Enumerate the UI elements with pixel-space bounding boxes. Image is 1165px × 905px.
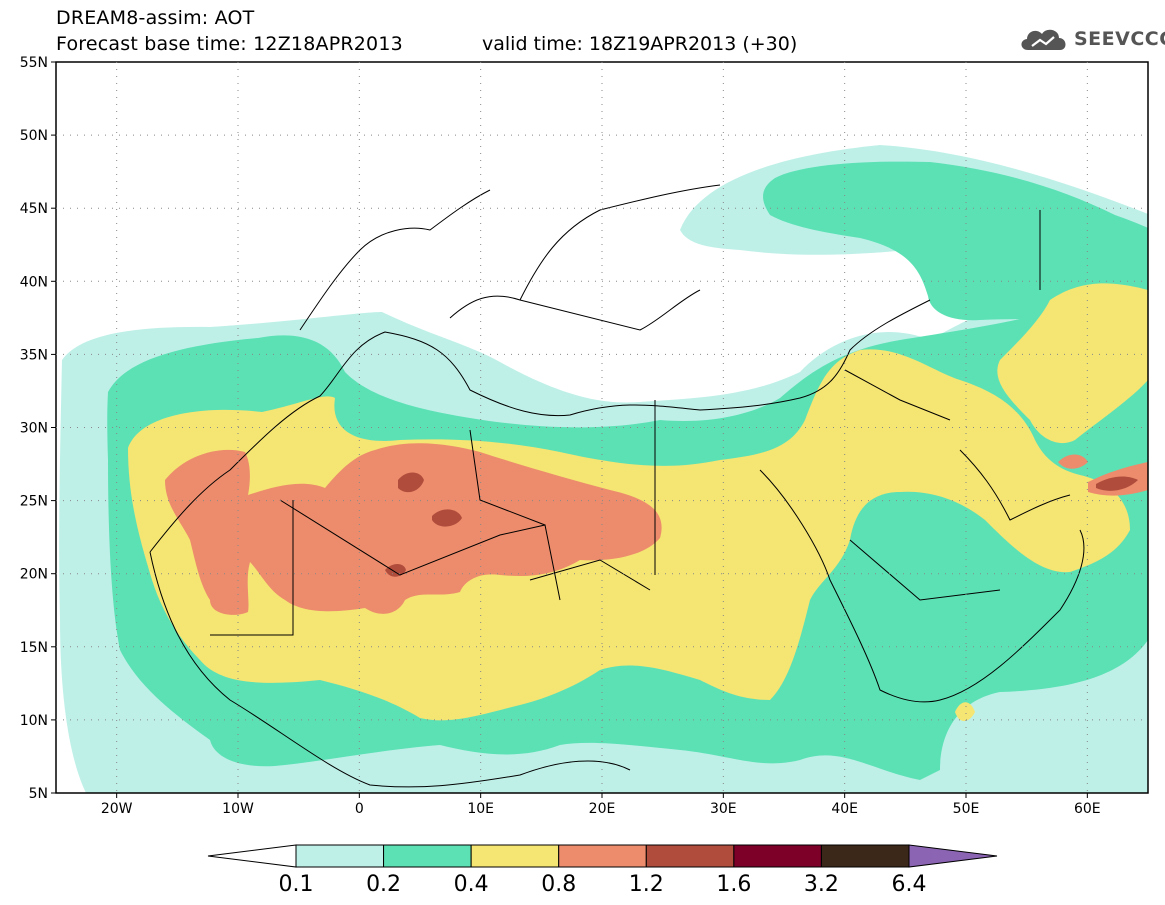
lat-label: 35N — [20, 347, 48, 363]
aot-level-1.2 — [385, 472, 1138, 577]
lon-label: 30E — [710, 801, 737, 817]
lon-label: 10E — [467, 801, 494, 817]
lat-label: 40N — [20, 274, 48, 290]
lon-label: 60E — [1074, 801, 1101, 817]
latitude-labels: 55N 50N 45N 40N 35N 30N 25N 20N 15N 10N 5N — [20, 55, 48, 802]
colorbar-label: 1.2 — [629, 872, 664, 897]
colorbar-swatch — [383, 844, 472, 868]
lon-label: 40E — [831, 801, 858, 817]
lon-label: 20E — [589, 801, 616, 817]
coastlines-borders — [149, 184, 1085, 788]
forecast-base-time: Forecast base time: 12Z18APR2013 — [56, 33, 403, 55]
lat-label: 15N — [20, 640, 48, 656]
colorbar-swatch — [295, 844, 385, 868]
gridlines — [51, 61, 1148, 798]
lat-label: 30N — [20, 421, 48, 437]
colorbar-under-arrow — [207, 844, 297, 868]
colorbar-label: 6.4 — [892, 872, 927, 897]
lat-label: 20N — [20, 567, 48, 583]
colorbar-label: 0.4 — [454, 872, 489, 897]
colorbar-over-arrow — [908, 844, 998, 868]
colorbar-swatch — [820, 844, 910, 868]
colorbar-swatch — [558, 844, 647, 868]
lon-label: 0 — [355, 801, 364, 817]
colorbar-swatch — [733, 844, 822, 868]
colorbar-label: 1.6 — [716, 872, 751, 897]
colorbar-swatch — [645, 844, 735, 868]
lat-label: 25N — [20, 494, 48, 510]
valid-time: valid time: 18Z19APR2013 (+30) — [482, 33, 798, 55]
logo-text: SEEVCCC — [1074, 28, 1165, 50]
colorbar-label: 0.1 — [279, 872, 314, 897]
lat-label: 10N — [20, 713, 48, 729]
lat-label: 50N — [20, 128, 48, 144]
lon-label: 10W — [222, 801, 254, 817]
lon-label: 50E — [953, 801, 980, 817]
longitude-labels: 20W 10W 0 10E 20E 30E 40E 50E 60E — [101, 801, 1101, 817]
colorbar-label: 0.2 — [366, 872, 401, 897]
lat-label: 5N — [29, 786, 48, 802]
colorbar-label: 3.2 — [804, 872, 839, 897]
lat-label: 55N — [20, 55, 48, 71]
map-title: DREAM8-assim: AOT — [56, 7, 255, 29]
colorbar-label: 0.8 — [541, 872, 576, 897]
lon-label: 20W — [101, 801, 133, 817]
seevccc-logo: SEEVCCC — [1018, 24, 1165, 56]
lat-label: 45N — [20, 201, 48, 217]
colorbar-swatch — [470, 844, 560, 868]
colorbar: 0.1 0.2 0.4 0.8 1.2 1.6 3.2 6.4 — [207, 844, 998, 897]
cloud-icon — [1021, 29, 1066, 50]
